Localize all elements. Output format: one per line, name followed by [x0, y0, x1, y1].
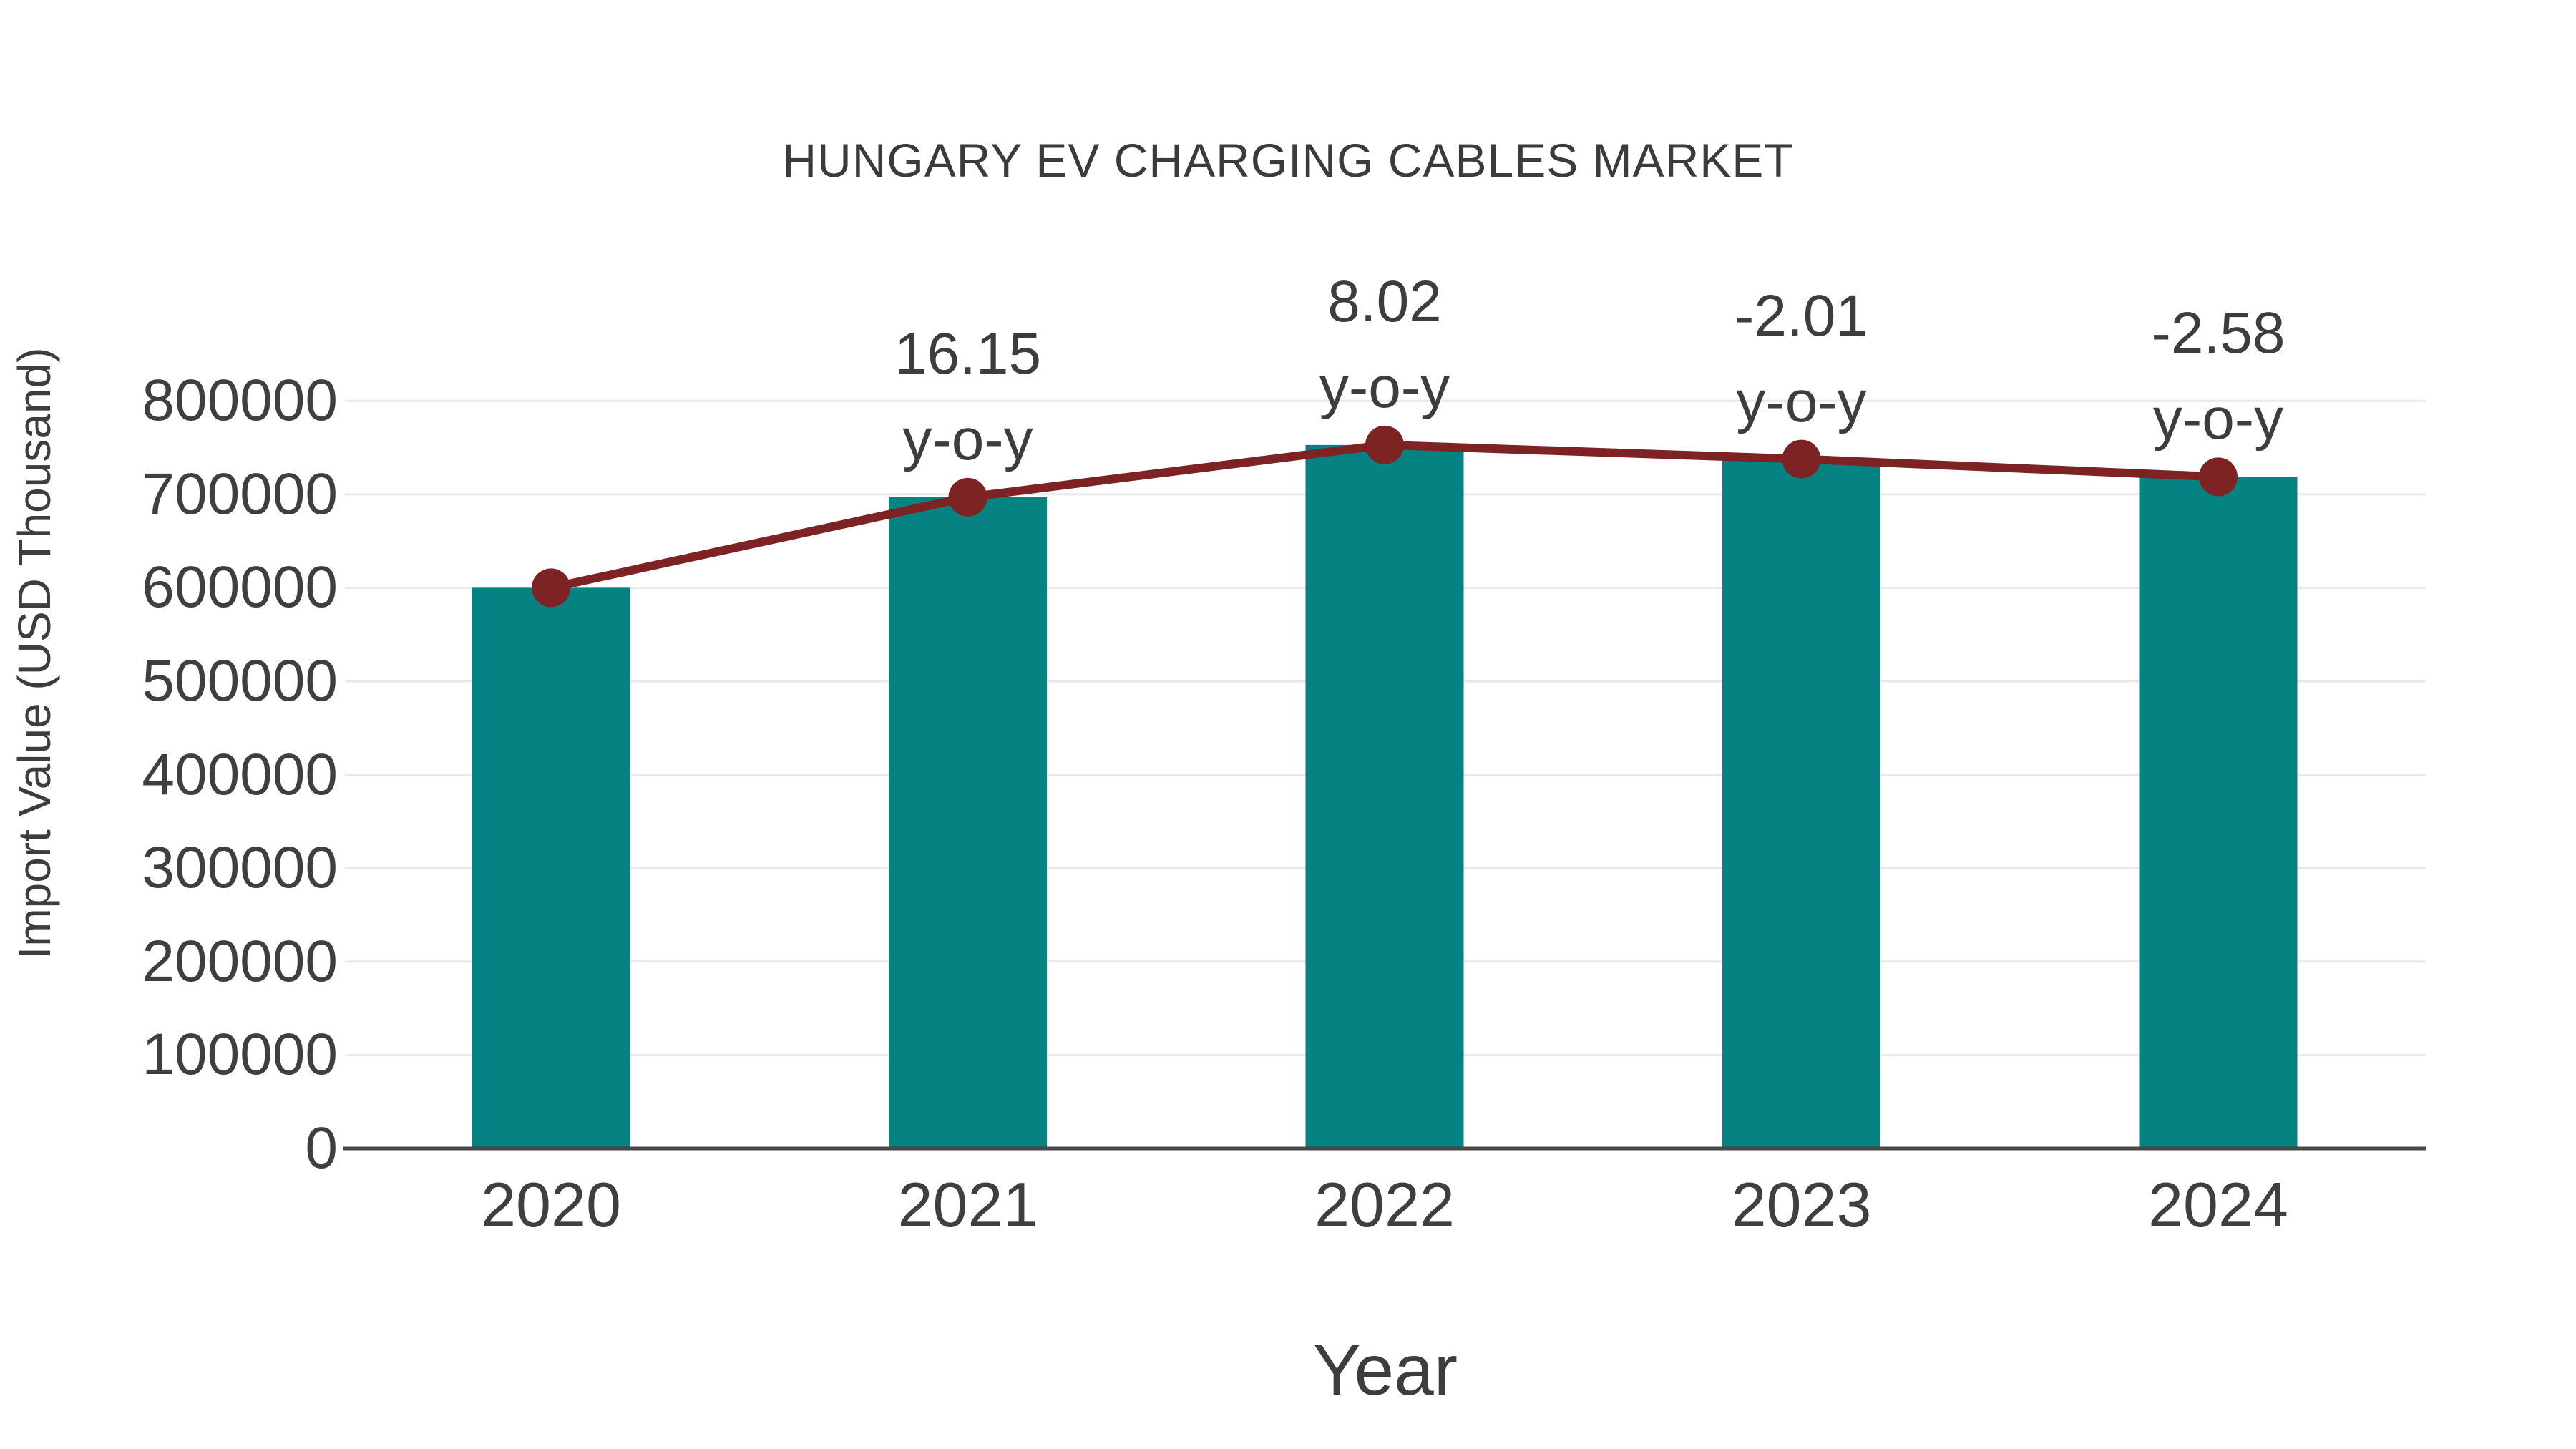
- xtick-label-2020: 2020: [481, 1169, 621, 1240]
- ytick-label-500000: 500000: [142, 648, 338, 713]
- bar-2022[interactable]: [1305, 444, 1464, 1148]
- ytick-label-0: 0: [305, 1116, 338, 1181]
- ytick-label-100000: 100000: [142, 1022, 338, 1088]
- chart-title: HUNGARY EV CHARGING CABLES MARKET: [782, 134, 1794, 187]
- annotation-label: y-o-y: [2152, 386, 2284, 452]
- bar-2021[interactable]: [889, 497, 1047, 1148]
- marker-2020[interactable]: [532, 568, 570, 608]
- annotation-yoy-2022: 8.02 y-o-y: [1319, 259, 1450, 431]
- ytick-label-600000: 600000: [142, 555, 338, 620]
- annotation-label: y-o-y: [1736, 369, 1867, 434]
- annotation-yoy-2021: 16.15 y-o-y: [894, 311, 1041, 483]
- xtick-label-2021: 2021: [897, 1169, 1038, 1240]
- marker-2024[interactable]: [2199, 457, 2238, 497]
- annotation-value: -2.58: [2151, 301, 2285, 366]
- annotation-value: 16.15: [894, 321, 1042, 386]
- marker-2022[interactable]: [1365, 425, 1404, 464]
- bar-2024[interactable]: [2139, 477, 2298, 1148]
- ytick-label-700000: 700000: [142, 461, 338, 527]
- annotation-value: 8.02: [1327, 268, 1442, 334]
- annotation-value: -2.01: [1735, 283, 1868, 348]
- marker-2021[interactable]: [948, 477, 987, 517]
- xtick-label-2022: 2022: [1314, 1169, 1455, 1240]
- xtick-label-2023: 2023: [1731, 1169, 1872, 1240]
- marker-2023[interactable]: [1782, 439, 1821, 479]
- annotation-yoy-2023: -2.01 y-o-y: [1735, 273, 1868, 445]
- ytick-label-800000: 800000: [142, 368, 338, 434]
- xtick-label-2024: 2024: [2148, 1169, 2288, 1240]
- bar-2023[interactable]: [1722, 459, 1880, 1148]
- ytick-label-400000: 400000: [142, 741, 338, 807]
- x-axis-title: Year: [1312, 1330, 1458, 1410]
- bar-2020[interactable]: [472, 587, 630, 1148]
- annotation-label: y-o-y: [902, 406, 1033, 472]
- ytick-label-200000: 200000: [142, 928, 338, 994]
- annotation-label: y-o-y: [1319, 354, 1450, 420]
- ytick-label-300000: 300000: [142, 835, 338, 901]
- annotation-yoy-2024: -2.58 y-o-y: [2152, 291, 2285, 462]
